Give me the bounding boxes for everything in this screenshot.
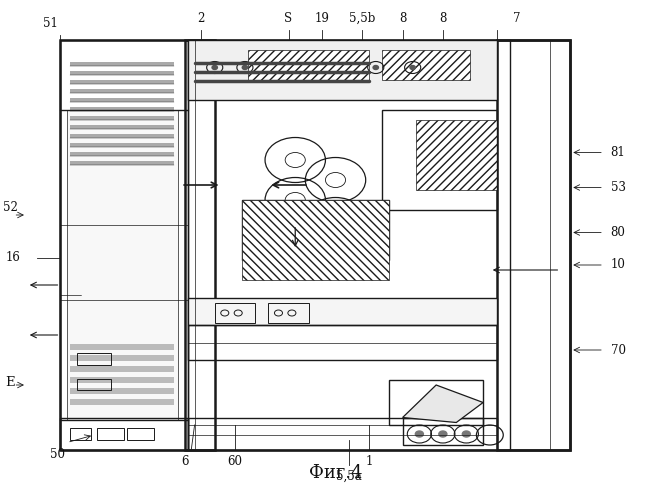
- Bar: [403, 418, 483, 445]
- Text: 8: 8: [440, 12, 446, 25]
- Circle shape: [415, 431, 423, 437]
- Text: Фиг.4: Фиг.4: [309, 464, 362, 482]
- Text: 16: 16: [5, 251, 20, 264]
- Bar: [497, 40, 570, 450]
- Text: 2: 2: [198, 12, 205, 25]
- Text: 53: 53: [611, 181, 625, 194]
- Circle shape: [462, 431, 470, 437]
- Circle shape: [410, 66, 415, 70]
- Bar: [70, 125, 174, 129]
- Circle shape: [373, 66, 378, 70]
- Text: 1: 1: [366, 455, 372, 468]
- Bar: [70, 98, 174, 102]
- Bar: [389, 380, 483, 425]
- Bar: [416, 120, 497, 190]
- Text: 81: 81: [611, 146, 625, 159]
- Bar: [242, 200, 389, 260]
- Bar: [382, 110, 497, 210]
- Text: 5,5a: 5,5a: [336, 470, 362, 483]
- Bar: [60, 418, 188, 450]
- Bar: [188, 298, 497, 325]
- Text: 80: 80: [611, 226, 625, 239]
- Bar: [60, 40, 570, 450]
- Polygon shape: [403, 385, 483, 422]
- Bar: [70, 366, 174, 372]
- Bar: [70, 388, 174, 394]
- Bar: [70, 89, 174, 93]
- Bar: [185, 40, 215, 450]
- Text: 60: 60: [227, 455, 242, 468]
- Bar: [67, 110, 178, 420]
- Bar: [382, 50, 470, 80]
- Text: 50: 50: [50, 448, 64, 460]
- Bar: [70, 143, 174, 147]
- Text: 7: 7: [513, 12, 521, 25]
- Bar: [188, 40, 497, 100]
- Bar: [70, 107, 174, 111]
- Bar: [77, 379, 111, 390]
- Text: 19: 19: [315, 12, 329, 25]
- Bar: [127, 428, 154, 440]
- Bar: [188, 418, 497, 450]
- Bar: [77, 352, 111, 365]
- Bar: [215, 302, 255, 322]
- Bar: [70, 134, 174, 138]
- Text: 8: 8: [399, 12, 406, 25]
- Text: S: S: [285, 12, 293, 25]
- Circle shape: [439, 431, 447, 437]
- Circle shape: [212, 66, 217, 70]
- Bar: [70, 377, 174, 383]
- Bar: [188, 40, 510, 450]
- Bar: [60, 40, 188, 450]
- Bar: [248, 50, 369, 80]
- Bar: [70, 399, 174, 405]
- Text: E: E: [5, 376, 15, 389]
- Bar: [242, 200, 389, 280]
- Text: 52: 52: [3, 201, 18, 214]
- Bar: [70, 355, 174, 361]
- Bar: [70, 116, 174, 120]
- Bar: [70, 428, 91, 440]
- Bar: [70, 344, 174, 350]
- Bar: [70, 62, 174, 66]
- Bar: [97, 428, 124, 440]
- Text: 5,5b: 5,5b: [349, 12, 376, 25]
- Bar: [70, 80, 174, 84]
- Bar: [70, 152, 174, 156]
- Text: 70: 70: [611, 344, 625, 356]
- Text: 51: 51: [43, 17, 58, 30]
- Bar: [70, 71, 174, 75]
- Text: 10: 10: [611, 258, 625, 272]
- Bar: [268, 302, 309, 322]
- Text: 6: 6: [180, 455, 189, 468]
- Bar: [70, 161, 174, 165]
- Bar: [188, 325, 497, 360]
- Circle shape: [242, 66, 248, 70]
